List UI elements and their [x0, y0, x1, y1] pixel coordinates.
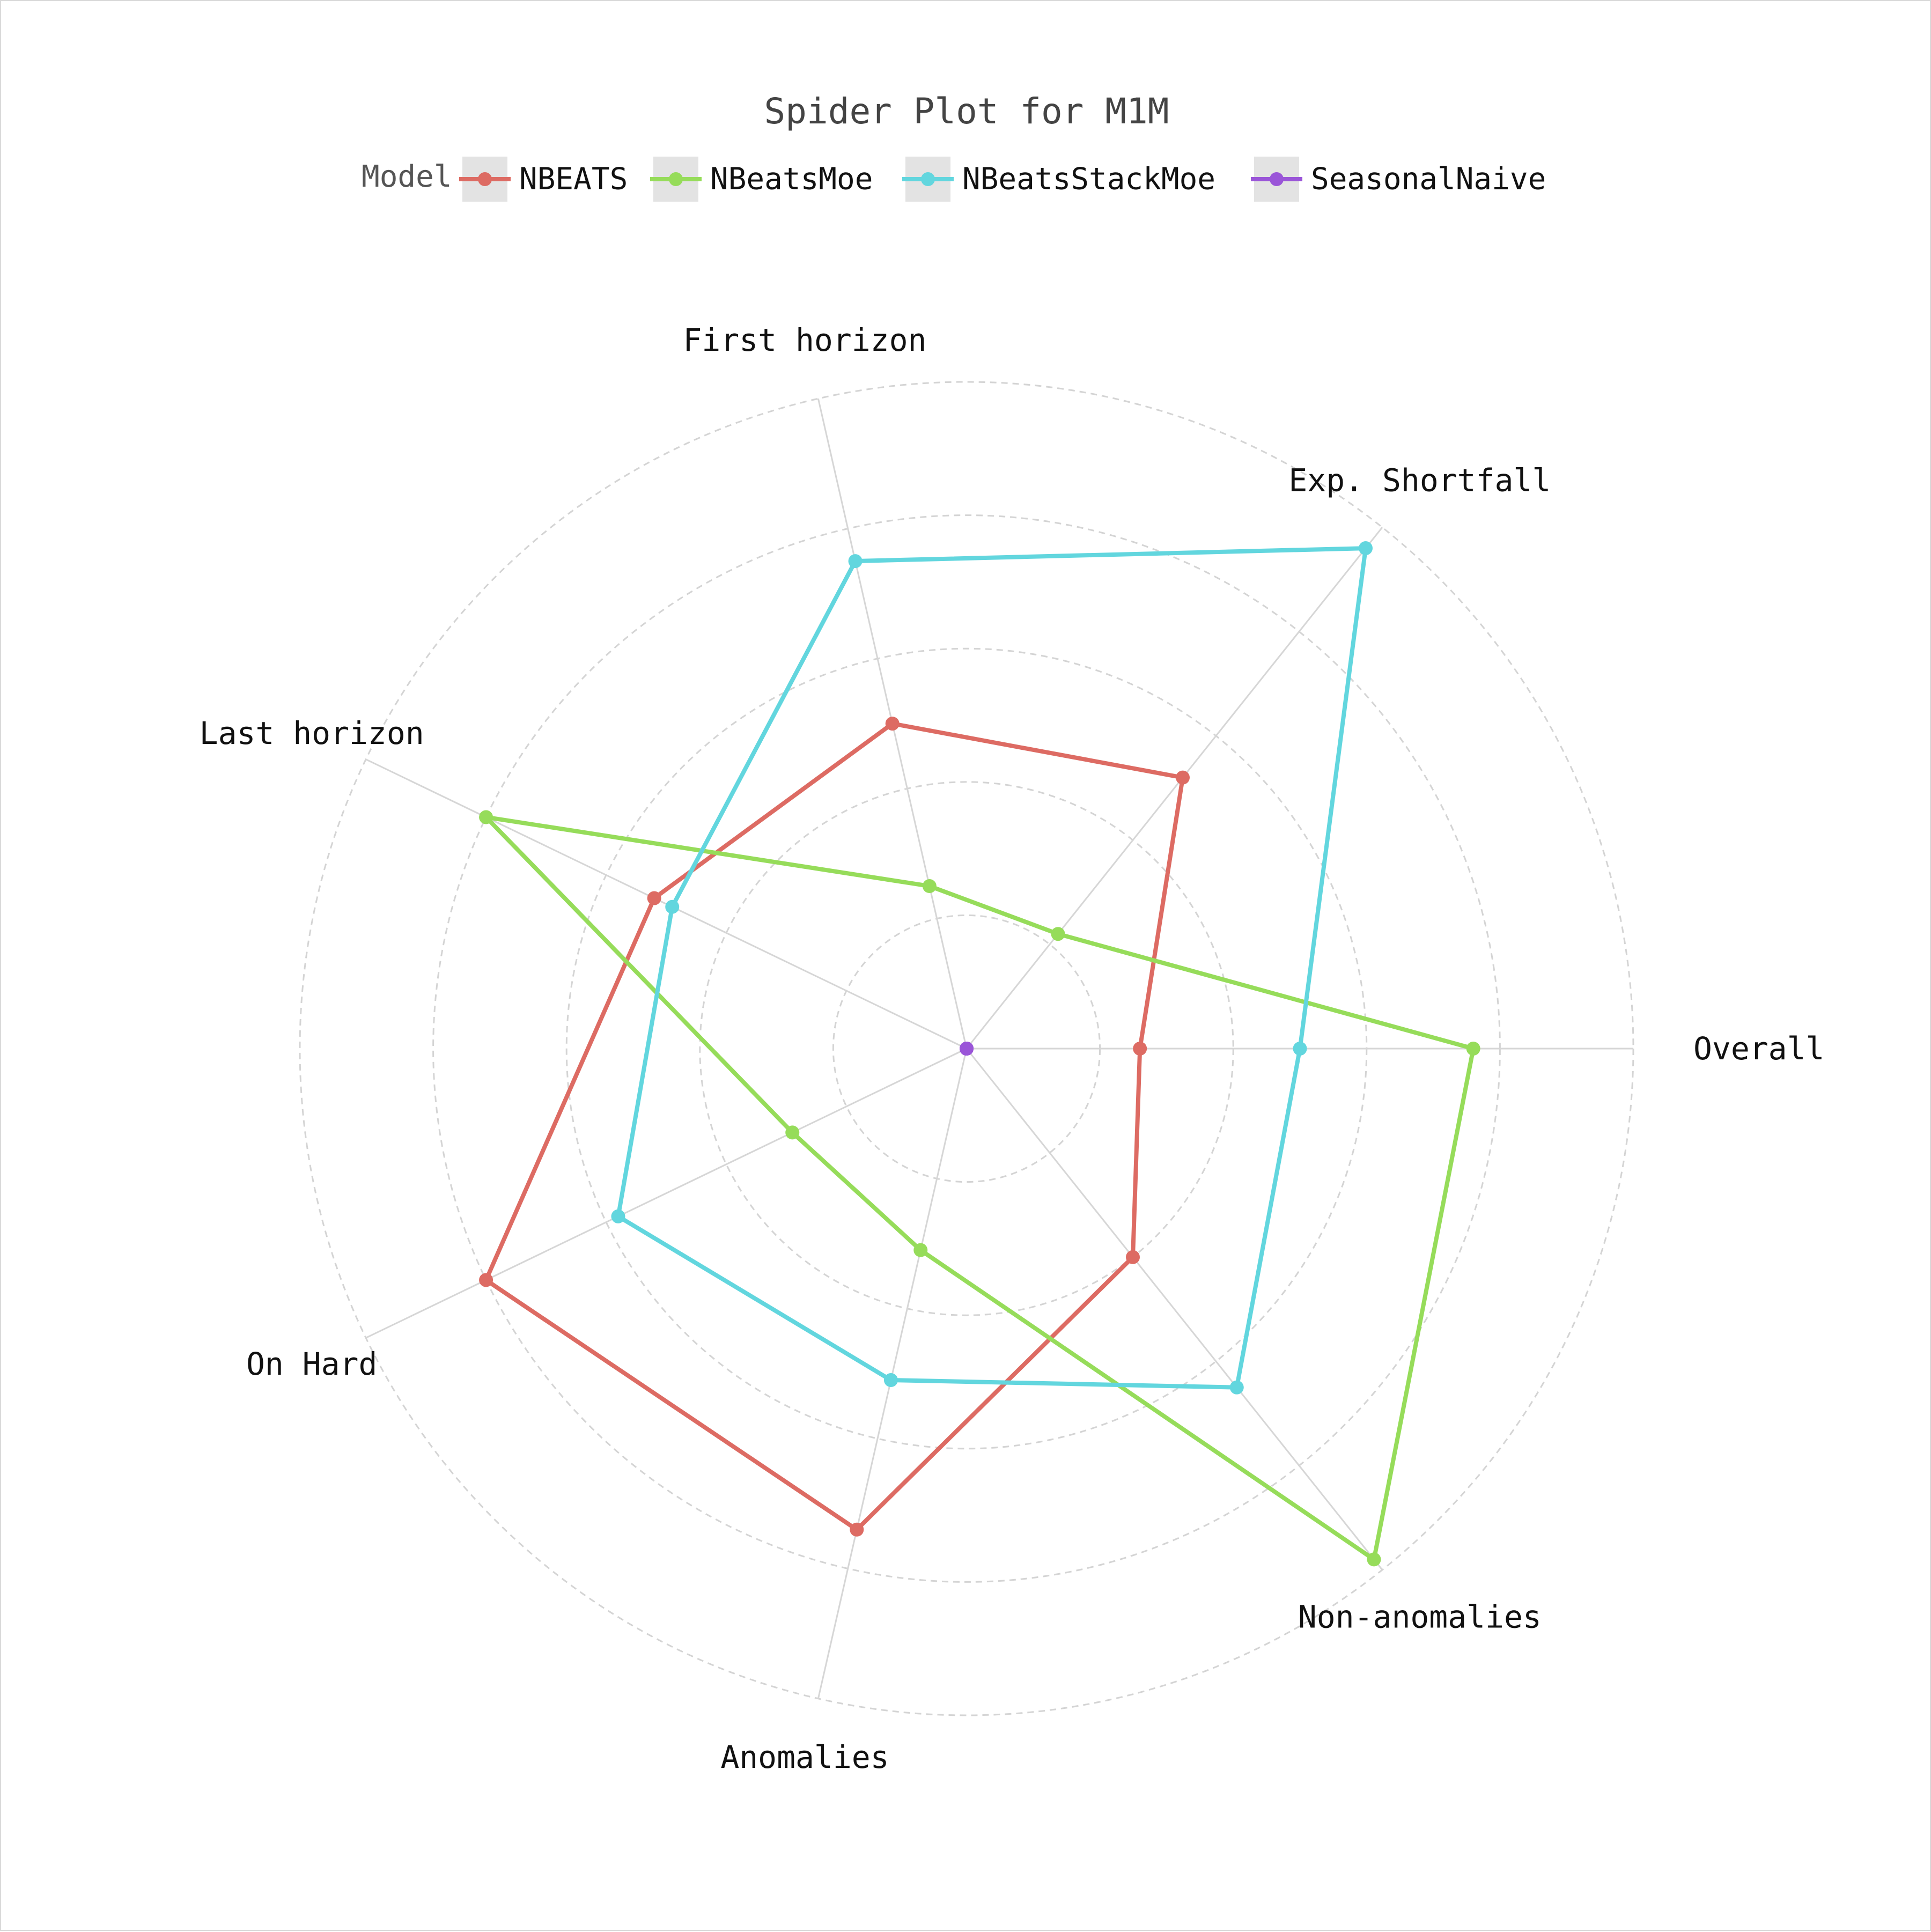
- legend-key-marker: [921, 172, 935, 186]
- data-point: [1125, 1250, 1140, 1264]
- axis-spoke: [365, 1048, 967, 1339]
- data-point: [848, 554, 863, 569]
- axis-label: Exp. Shortfall: [1288, 462, 1551, 499]
- axis-spoke: [966, 1048, 1383, 1570]
- data-point: [1367, 1552, 1381, 1567]
- series-line: [483, 721, 1185, 1532]
- legend-entry: SeasonalNaive: [1251, 157, 1546, 202]
- series-line: [480, 814, 1476, 1564]
- axis-label: Anomalies: [720, 1739, 889, 1775]
- data-point: [885, 717, 900, 731]
- axis-label: Non-anomalies: [1298, 1598, 1542, 1635]
- legend-entry: NBEATS: [459, 157, 628, 202]
- series-NBeatsMoe: [479, 810, 1480, 1567]
- data-point: [1229, 1380, 1244, 1395]
- legend-label: SeasonalNaive: [1311, 162, 1546, 197]
- legend-key-marker: [1270, 172, 1284, 186]
- data-point: [1175, 770, 1190, 785]
- data-point: [922, 879, 937, 894]
- data-point: [1133, 1042, 1147, 1056]
- legend-label: NBEATS: [519, 162, 628, 197]
- series-NBEATS: [479, 717, 1190, 1537]
- legend-entry: NBeatsStackMoe: [902, 157, 1215, 202]
- legend: NBEATS NBeatsMoe NBeatsStackMoe SeasonalNai…: [459, 157, 1546, 202]
- data-point: [647, 891, 661, 905]
- legend-label: NBeatsStackMoe: [962, 162, 1215, 197]
- axis-spoke: [966, 527, 1383, 1049]
- legend-label: NBeatsMoe: [710, 162, 873, 197]
- legend-title: Model: [362, 159, 452, 194]
- data-point: [850, 1522, 864, 1537]
- data-point: [913, 1243, 928, 1257]
- legend-entry: NBeatsMoe: [650, 157, 873, 202]
- data-point: [883, 1373, 898, 1388]
- data-point: [960, 1042, 974, 1056]
- legend-key-marker: [669, 172, 683, 186]
- data-point: [1358, 541, 1373, 556]
- data-point: [479, 1273, 493, 1287]
- series-SeasonalNaive: [960, 1042, 974, 1056]
- series-layer: [479, 541, 1480, 1567]
- data-point: [665, 899, 680, 914]
- data-point: [1293, 1042, 1307, 1056]
- axis-labels: Overall Exp. Shortfall First horizon Last h…: [200, 322, 1825, 1775]
- data-point: [1051, 927, 1065, 941]
- series-line: [616, 545, 1368, 1390]
- data-point: [479, 810, 493, 824]
- data-point: [785, 1125, 800, 1140]
- data-point: [611, 1209, 625, 1223]
- series-NBeatsStackMoe: [611, 541, 1373, 1395]
- data-point: [1466, 1042, 1480, 1056]
- chart-title: Spider Plot for M1M: [764, 91, 1169, 132]
- legend-key-marker: [478, 172, 492, 186]
- axis-label: First horizon: [683, 322, 927, 358]
- axis-label: Last horizon: [200, 715, 424, 751]
- axis-label: On Hard: [246, 1346, 377, 1382]
- axis-label: Overall: [1693, 1030, 1824, 1067]
